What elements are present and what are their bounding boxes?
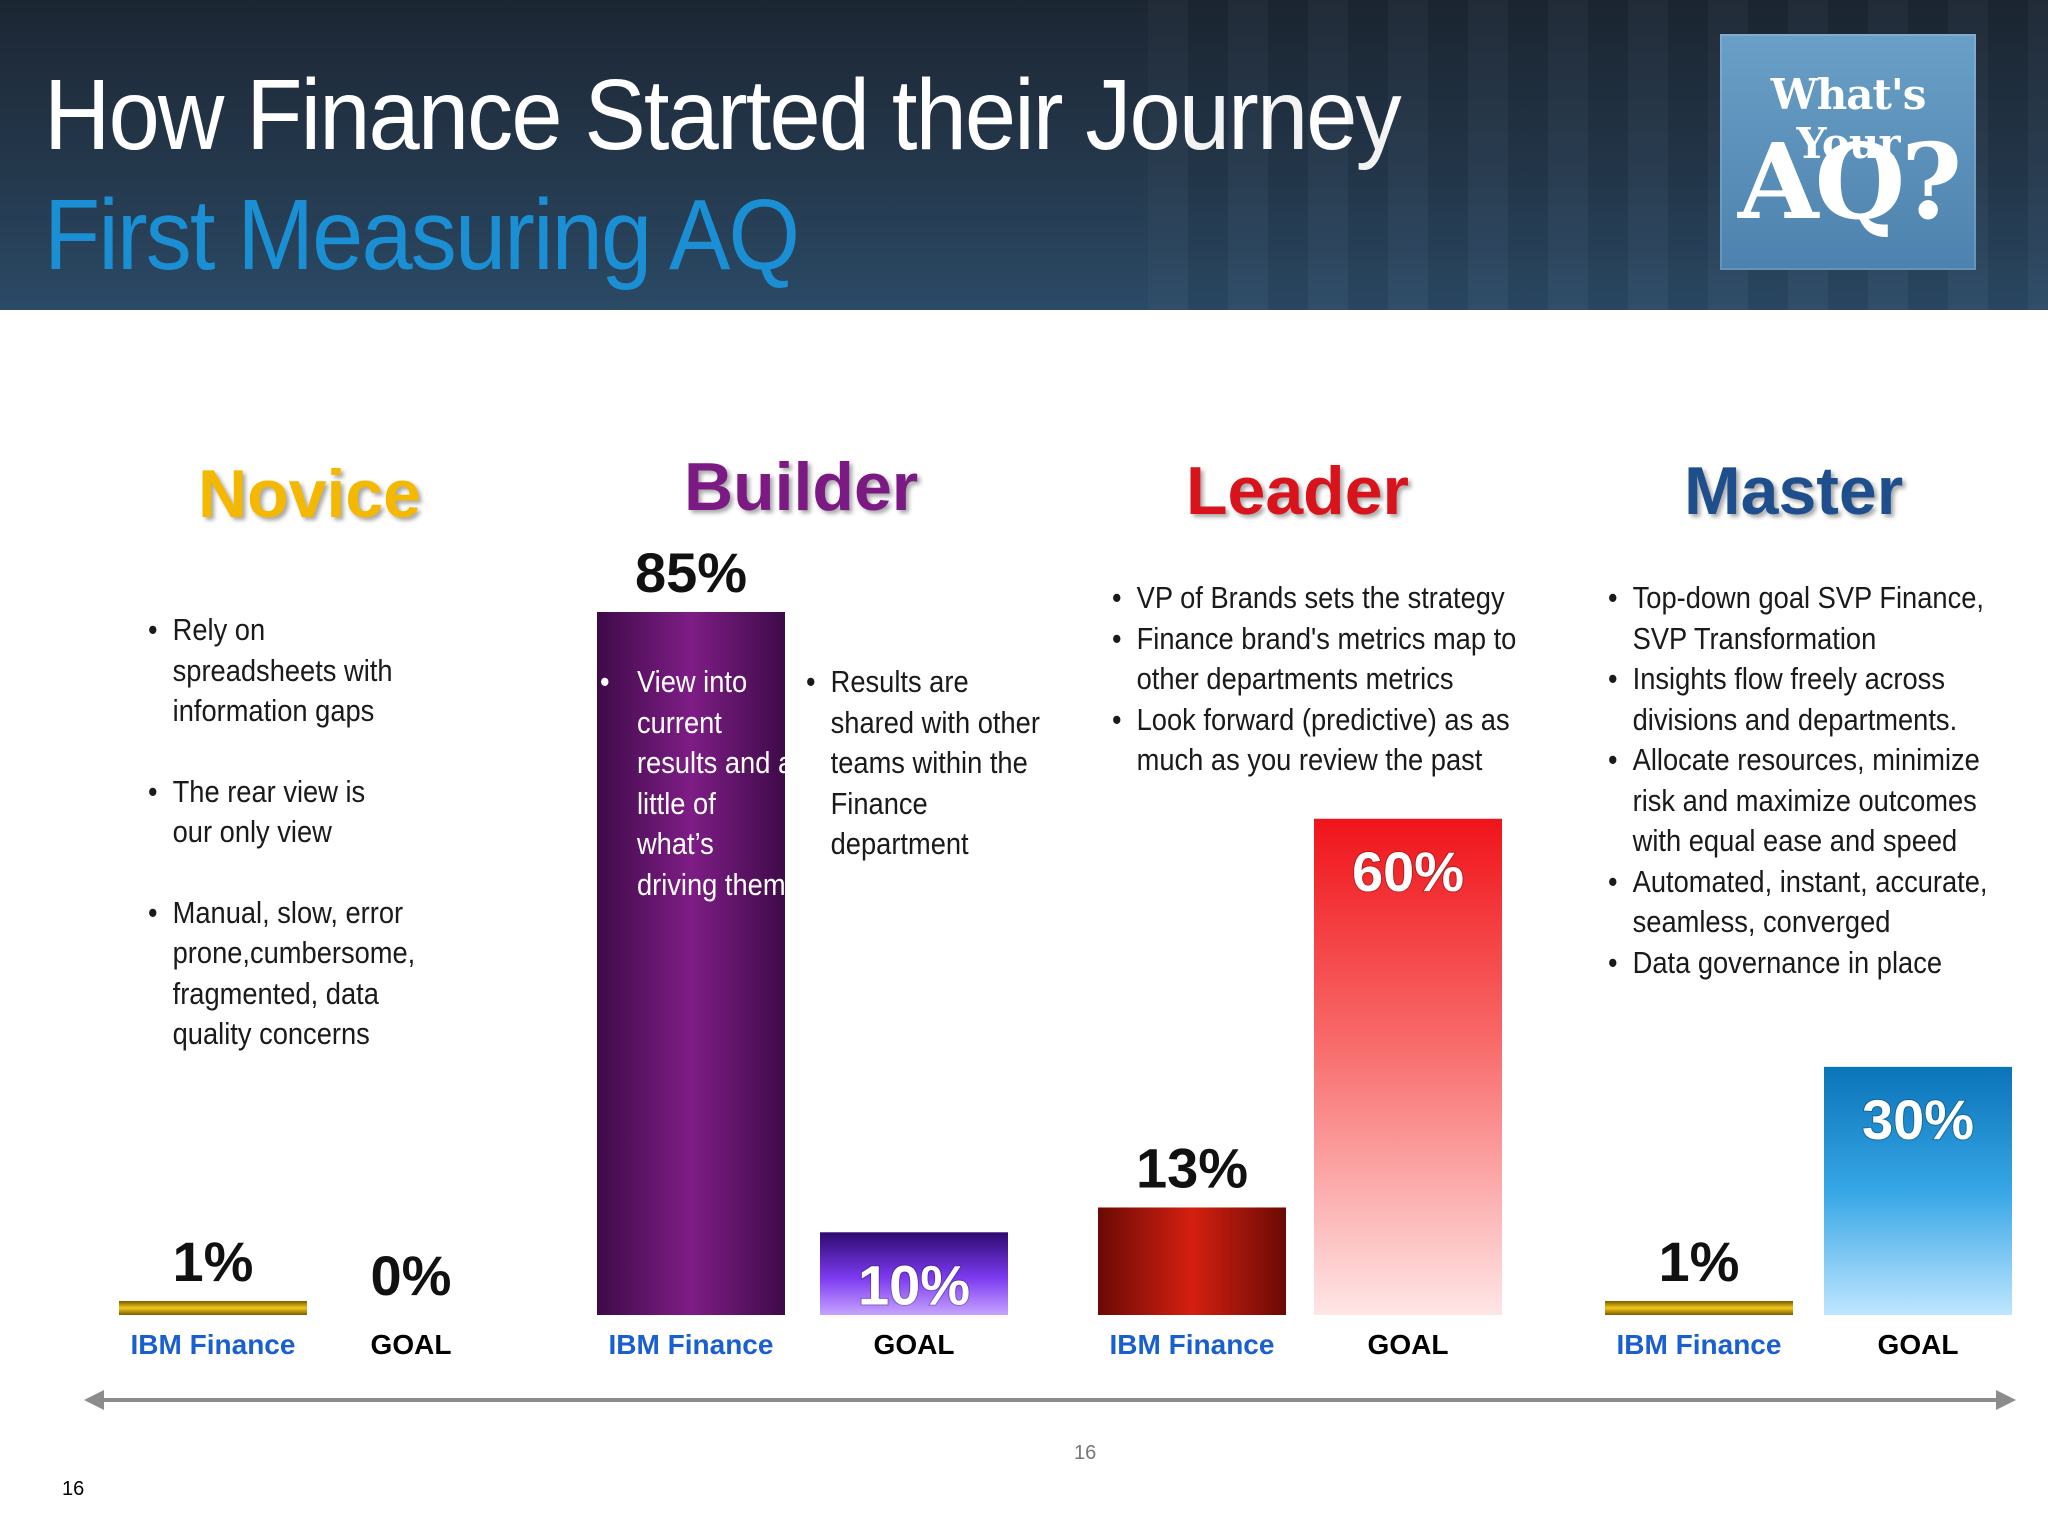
value-label-novice-ibm-finance: 1% [173,1230,254,1293]
value-label-master-ibm-finance: 1% [1659,1230,1740,1293]
value-label-master-goal: 30% [1862,1088,1974,1151]
master-bullets: Top-down goal SVP Finance, SVP Transform… [1608,578,2004,983]
page-number: 16 [1074,1442,1097,1464]
logo-line-1: What's Your [1770,70,1927,168]
value-label-builder-goal: 10% [858,1253,970,1316]
category-label-ibm-finance: IBM Finance [1617,1329,1782,1360]
bar-leader-goal [1314,818,1502,1315]
slide-subtitle: First Measuring AQ [44,179,800,291]
category-label-goal: GOAL [1368,1329,1449,1360]
builder-bar-bullets: View into current results and a little o… [600,662,794,905]
category-label-goal: GOAL [874,1329,955,1360]
master-bullet-4: Automated, instant, accurate, seamless, … [1608,862,2004,943]
value-label-builder-ibm-finance: 85% [635,541,747,604]
category-label-ibm-finance: IBM Finance [131,1329,296,1360]
aq-logo: What's Your AQ? [1720,34,1976,270]
bar-novice-ibm-finance [119,1301,307,1315]
leader-bullets: VP of Brands sets the strategy Finance b… [1112,578,1517,781]
axis-arrow-left-head [84,1390,104,1410]
builder-bullets: Results are shared with other teams with… [806,662,1052,865]
axis-arrow-right-head [1996,1390,2016,1410]
corner-page-number: 16 [62,1478,85,1500]
bar-leader-ibm-finance [1098,1207,1286,1315]
novice-bullets: Rely on spreadsheets with information ga… [148,610,415,1055]
category-label-goal: GOAL [1878,1329,1959,1360]
bar-builder-goal [820,1232,1008,1315]
stage-leader-heading: Leader [1186,453,1409,529]
leader-bullet-3: Look forward (predictive) as as much as … [1112,700,1517,781]
novice-bullet-2: The rear view is our only view [148,772,412,853]
bar-master-ibm-finance [1605,1301,1793,1315]
builder-bar-bullet-1: View into current results and a little o… [600,662,794,905]
master-bullet-3: Allocate resources, minimize risk and ma… [1608,740,2004,862]
master-bullet-5: Data governance in place [1608,943,2004,984]
leader-bullet-1: VP of Brands sets the strategy [1112,578,1517,619]
stage-master-heading: Master [1684,453,1904,529]
leader-bullet-2: Finance brand's metrics map to other dep… [1112,619,1517,700]
value-label-leader-goal: 60% [1352,840,1464,903]
category-label-ibm-finance: IBM Finance [609,1329,774,1360]
stage-novice-heading: Novice [198,456,421,532]
master-bullet-2: Insights flow freely across divisions an… [1608,659,2004,740]
value-label-novice-goal: 0% [371,1244,452,1307]
category-label-ibm-finance: IBM Finance [1110,1329,1275,1360]
novice-bullet-3: Manual, slow, error prone,cumbersome, fr… [148,893,415,1055]
master-bullet-1: Top-down goal SVP Finance, SVP Transform… [1608,578,2004,659]
value-label-leader-ibm-finance: 13% [1136,1136,1248,1199]
category-label-goal: GOAL [371,1329,452,1360]
builder-bullet-1: Results are shared with other teams with… [806,662,1052,865]
stage-builder-heading: Builder [684,449,919,525]
logo-line-2: AQ? [1737,120,1962,243]
bar-master-goal [1824,1066,2012,1315]
novice-bullet-1: Rely on spreadsheets with information ga… [148,610,412,732]
